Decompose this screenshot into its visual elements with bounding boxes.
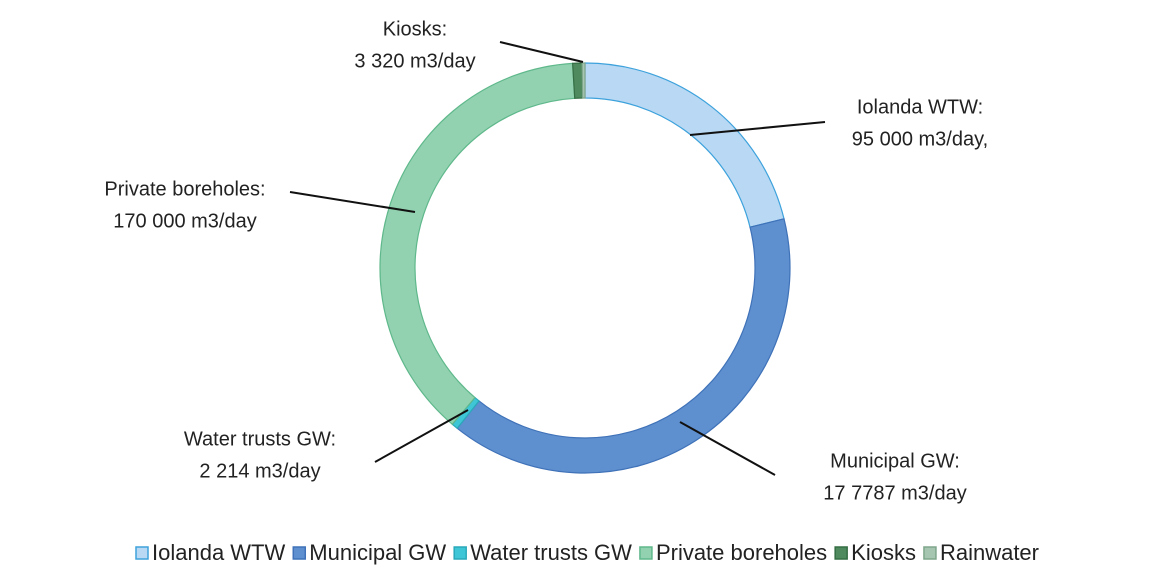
slice [456,218,791,474]
data-labels: Iolanda WTW: 95 000 m3/day, Municipal GW: 1… [104,18,988,504]
slice [581,62,586,99]
donut [379,62,791,474]
legend-swatch [292,546,307,560]
legend-label: Rainwater [940,540,1039,565]
legend-swatch [834,546,848,560]
legend-label: Private boreholes [656,540,827,565]
value-label: 95 000 m3/day, [852,128,988,150]
slice-name: Municipal GW: [830,450,960,472]
slice-name: Water trusts GW: [184,428,336,450]
legend-swatch [639,546,653,560]
legend: Iolanda WTW Municipal GW Water trusts GW Pr… [135,540,1039,565]
slice [379,62,576,426]
legend-label: Municipal GW [309,540,446,565]
slice-name: Private boreholes: [104,178,265,200]
leader-line [679,421,776,476]
legend-label: Iolanda WTW [152,540,285,565]
slice-name: Iolanda WTW: [857,96,983,118]
legend-label: Water trusts GW [470,540,632,565]
leader-line [499,41,584,63]
legend-swatch [923,546,937,560]
legend-label: Kiosks [851,540,916,565]
value-label: 3 320 m3/day [354,50,475,72]
leader-line [289,191,416,213]
legend-swatch [135,546,149,560]
slice-name: Kiosks: [383,18,447,40]
slice [571,62,584,99]
value-label: 2 214 m3/day [199,460,320,482]
value-label: 170 000 m3/day [113,210,256,232]
value-label: 17 7787 m3/day [823,482,966,504]
leader-line [689,121,826,136]
leader-line [374,409,469,463]
legend-swatch [453,546,467,560]
slice [584,62,785,228]
